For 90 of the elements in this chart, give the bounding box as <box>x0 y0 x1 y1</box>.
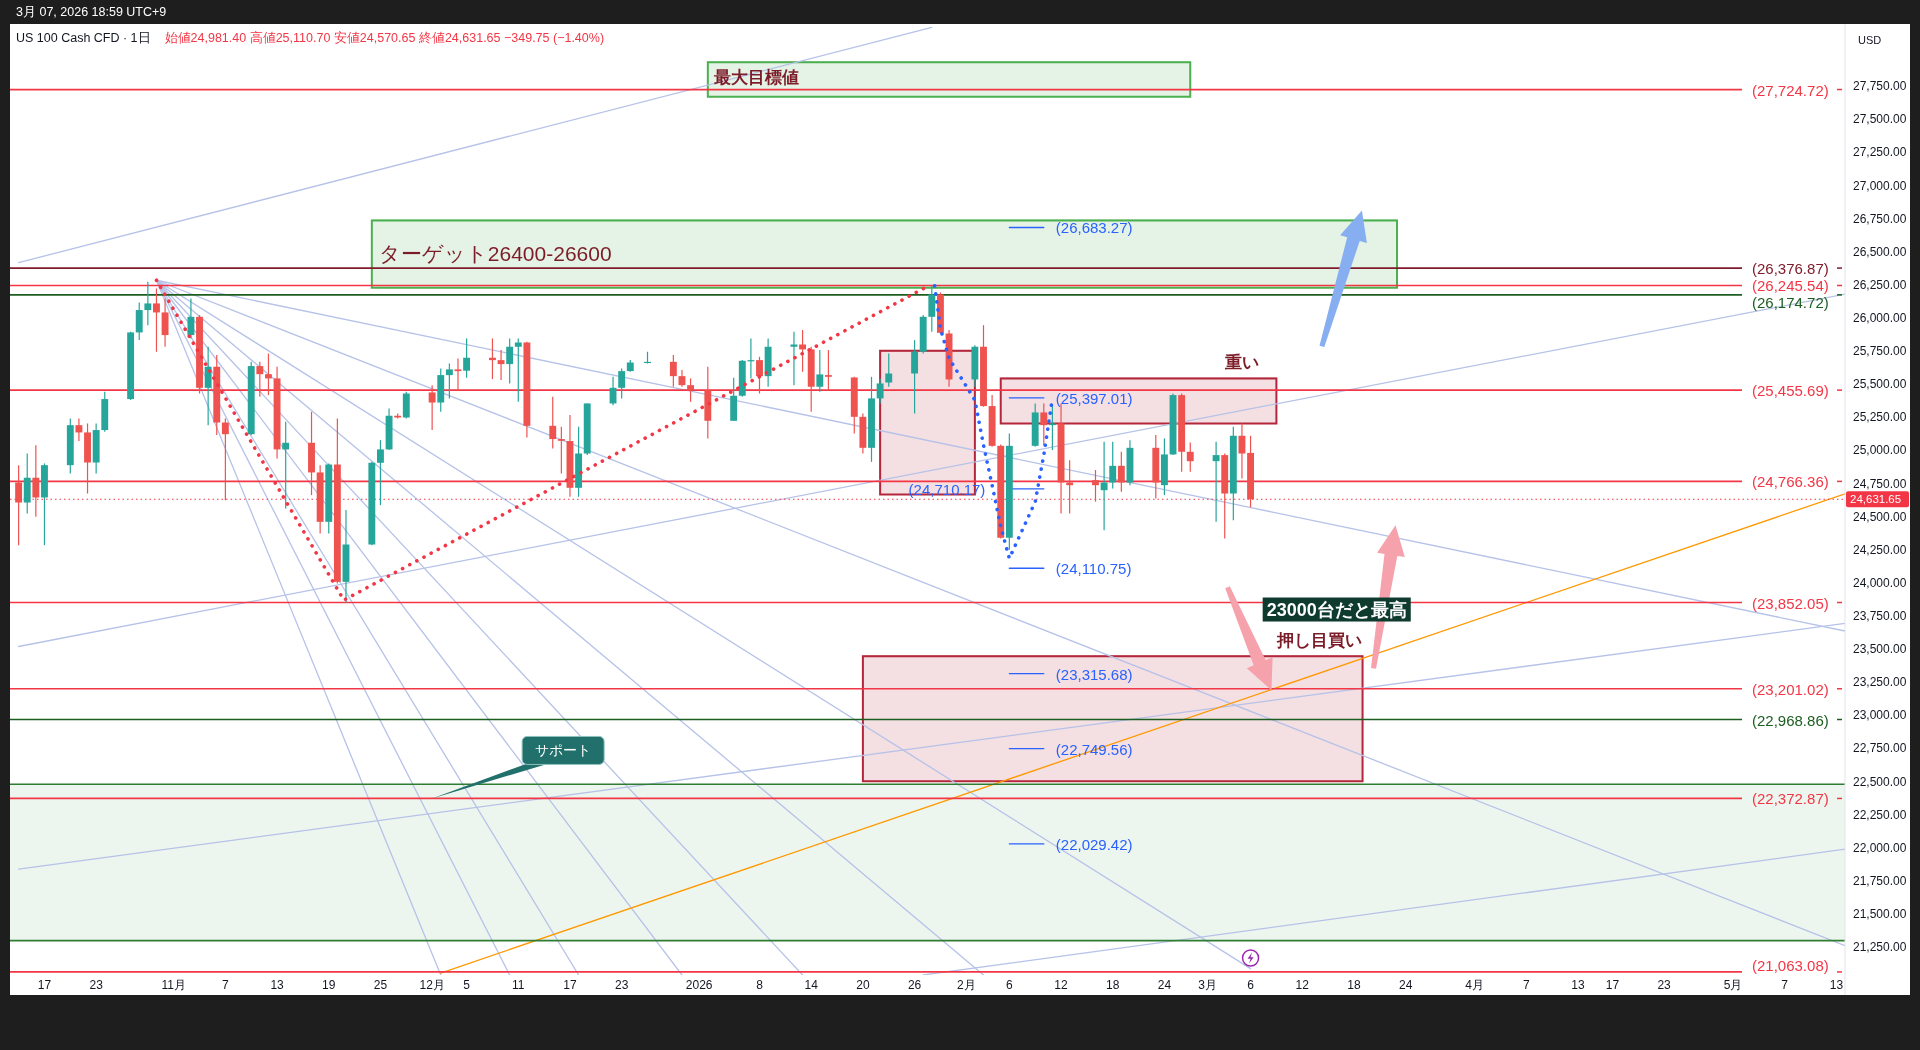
annotation: (24,110.75) <box>1055 559 1132 577</box>
x-tick-label: 14 <box>804 978 818 992</box>
x-tick-label: 26 <box>907 978 922 992</box>
ref-line-label: (23,201.02) <box>1752 680 1829 698</box>
x-tick-label: 23 <box>89 978 103 992</box>
ref-line-label: (22,372.87) <box>1752 789 1829 807</box>
y-tick-label: 23,750.00 <box>1853 609 1907 624</box>
x-tick-label: 24 <box>1157 978 1172 992</box>
y-tick-label: 24,000.00 <box>1853 575 1907 590</box>
y-tick-label: 27,750.00 <box>1853 79 1907 94</box>
title: US 100 Cash CFD · 1日 <box>16 31 151 45</box>
y-tick-label: 23,000.00 <box>1853 708 1907 723</box>
x-tick-label: 24 <box>1398 978 1413 992</box>
y-tick-label: 21,250.00 <box>1853 940 1907 955</box>
y-tick-label: 25,500.00 <box>1853 377 1907 392</box>
y-tick-label: 22,000.00 <box>1853 840 1907 855</box>
x-tick-label: 13 <box>270 978 284 992</box>
y-tick-label: 23,500.00 <box>1853 642 1907 657</box>
y-tick-label: 22,750.00 <box>1853 741 1907 756</box>
x-tick-label: 7 <box>1522 978 1530 992</box>
y-tick-label: 24,250.00 <box>1853 542 1907 557</box>
x-tick-label: 17 <box>37 978 52 992</box>
x-tick-label: 18 <box>1347 978 1361 992</box>
annotation: 重い <box>1224 352 1259 372</box>
annotation: サポート <box>432 735 605 799</box>
x-tick-label: 11 <box>512 978 525 992</box>
x-tick-label: 5月 <box>1723 978 1743 992</box>
annotation: サポート <box>535 742 592 759</box>
y-tick-label: 21,500.00 <box>1853 907 1907 922</box>
y-tick-label: 23,250.00 <box>1853 675 1907 690</box>
x-tick-label: 4月 <box>1465 978 1484 992</box>
x-tick-label: 2026 <box>685 978 713 992</box>
annotation: 最大目標値 <box>713 67 799 87</box>
x-tick-label: 8 <box>756 978 763 992</box>
y-tick-label: 26,500.00 <box>1853 244 1907 259</box>
y-tick-label: 27,000.00 <box>1853 178 1907 193</box>
annotation: (26,683.27) <box>1055 219 1133 236</box>
y-tick-label: 26,250.00 <box>1853 277 1907 292</box>
y-tick-label: 25,250.00 <box>1853 410 1907 425</box>
y-tick-label: 27,250.00 <box>1853 145 1907 160</box>
x-tick-label: 20 <box>856 978 870 992</box>
x-tick-label: 12 <box>1054 978 1068 992</box>
x-tick-label: 25 <box>373 978 388 992</box>
ref-line-label: (26,174.72) <box>1752 294 1829 311</box>
y-tick-label: 22,250.00 <box>1853 807 1907 822</box>
ref-line-label: (25,455.69) <box>1752 381 1829 399</box>
ref-line-label: (23,852.05) <box>1752 594 1829 611</box>
x-tick-label: 13 <box>1571 978 1585 992</box>
ref-line-label: (27,724.72) <box>1752 81 1829 99</box>
x-tick-label: 23 <box>615 978 629 992</box>
y-tick-label: 26,000.00 <box>1853 311 1907 325</box>
x-tick-label: 17 <box>1605 978 1620 992</box>
y-tick-label: 25,000.00 <box>1853 443 1907 458</box>
y-tick-label: 24,750.00 <box>1853 476 1907 491</box>
x-tick-label: 13 <box>1829 978 1844 992</box>
y-tick-label: 24,500.00 <box>1853 509 1907 524</box>
annotation: (22,029.42) <box>1055 835 1133 853</box>
y-tick-label: 22,500.00 <box>1853 774 1907 789</box>
annotation: 押し目買い <box>1277 630 1362 650</box>
y-tick-label: 25,750.00 <box>1853 344 1907 359</box>
ref-line-label: (26,376.87) <box>1752 259 1829 277</box>
x-tick-label: 12月 <box>419 978 445 992</box>
x-tick-label: 5 <box>463 978 470 992</box>
annotation: 23000台だと最高 <box>1262 597 1411 622</box>
y-tick-label: 27,500.00 <box>1853 112 1907 127</box>
y-tick-label: 21,750.00 <box>1853 873 1907 888</box>
x-tick-label: 19 <box>322 978 336 992</box>
x-tick-label: 2月 <box>956 978 976 992</box>
y-tick-label: 26,750.00 <box>1853 211 1907 226</box>
ref-line-label: (21,063.08) <box>1752 956 1829 974</box>
x-tick-label: 23 <box>1657 978 1671 992</box>
price-marker: 24,631.65 <box>1850 493 1902 506</box>
note: 3月 07, 2026 18:59 UTC+9 <box>16 5 167 19</box>
x-tick-label: 12 <box>1295 978 1309 992</box>
y-axis-title: USD <box>1858 34 1882 46</box>
ref-line-label: (22,968.86) <box>1752 711 1829 728</box>
annotation: (25,397.01) <box>1055 389 1133 407</box>
subtitle: 始値24,981.40 高値25,110.70 安値24,570.65 終値24,631.65 −349.75 (−1.40%) <box>164 31 605 45</box>
x-tick-label: 11月 <box>161 978 186 992</box>
annotation: ターゲット26400-26600 <box>378 241 612 265</box>
x-tick-label: 18 <box>1106 978 1120 992</box>
x-tick-label: 6 <box>1247 978 1254 992</box>
x-tick-label: 7 <box>222 978 229 992</box>
x-tick-label: 7 <box>1781 978 1789 992</box>
x-tick-label: 6 <box>1006 978 1013 992</box>
annotation: (23,315.68) <box>1055 665 1133 683</box>
x-tick-label: 17 <box>563 978 577 992</box>
ref-line-label: (24,766.36) <box>1752 472 1829 490</box>
ref-line-label: (26,245.54) <box>1752 277 1829 294</box>
x-tick-label: 3月 <box>1198 978 1217 992</box>
